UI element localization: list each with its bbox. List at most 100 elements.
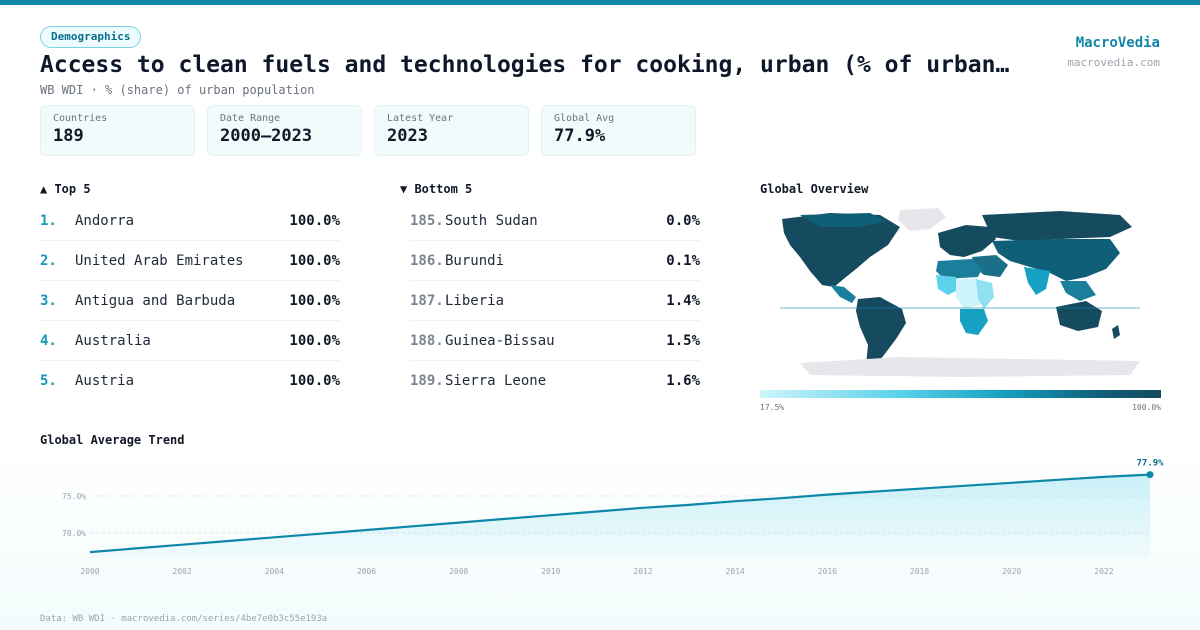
- map-region-australia: [1056, 301, 1102, 331]
- list-item[interactable]: 1. Andorra 100.0%: [40, 201, 340, 241]
- stat-value: 2023: [387, 126, 428, 146]
- map-region-east-africa: [976, 279, 994, 309]
- category-badge[interactable]: Demographics: [40, 26, 142, 48]
- x-tick-label: 2006: [357, 567, 376, 576]
- rank-number: 2.: [40, 252, 57, 269]
- x-tick-label: 2004: [265, 567, 284, 576]
- top5-heading: ▲ Top 5: [40, 182, 91, 196]
- top-accent-bar: [0, 0, 1200, 5]
- stat-label: Date Range: [220, 113, 281, 124]
- country-value: 0.0%: [666, 212, 700, 229]
- country-name: United Arab Emirates: [75, 252, 244, 269]
- stat-label: Global Avg: [554, 113, 615, 124]
- country-name: Guinea-Bissau: [445, 332, 555, 349]
- stat-value: 2000–2023: [220, 126, 313, 146]
- stat-card-global-avg: Global Avg 77.9%: [541, 105, 696, 156]
- country-value: 100.0%: [289, 373, 340, 389]
- brand-url[interactable]: macrovedia.com: [1067, 56, 1160, 69]
- stat-card-countries: Countries 189: [40, 105, 195, 156]
- legend-max-label: 100.0%: [1132, 403, 1161, 412]
- x-tick-label: 2022: [1094, 567, 1113, 576]
- list-item[interactable]: 4. Australia 100.0%: [40, 321, 340, 361]
- bottom5-list: 185. South Sudan 0.0% 186. Burundi 0.1% 187.…: [410, 201, 700, 401]
- country-value: 1.4%: [666, 292, 700, 309]
- top5-list: 1. Andorra 100.0% 2. United Arab Emirates 10…: [40, 201, 340, 401]
- trend-endpoint[interactable]: [1146, 471, 1154, 479]
- map-region-russia: [982, 211, 1132, 241]
- rank-number: 187.: [410, 292, 444, 309]
- map-region-south-asia: [1024, 267, 1050, 295]
- country-name: Burundi: [445, 252, 505, 269]
- map-region-new-zealand: [1112, 325, 1120, 339]
- list-item[interactable]: 186. Burundi 0.1%: [410, 241, 700, 281]
- x-tick-label: 2000: [80, 567, 99, 576]
- map-region-southeast-asia: [1060, 281, 1096, 301]
- map-region-middle-east: [972, 255, 1008, 277]
- country-name: Andorra: [75, 212, 135, 229]
- map-region-west-africa: [936, 275, 960, 295]
- trend-series-line: [89, 473, 1151, 554]
- stat-label: Countries: [53, 113, 108, 124]
- list-item[interactable]: 5. Austria 100.0%: [40, 361, 340, 401]
- map-region-south-america: [856, 297, 906, 367]
- y-tick-label: 70.0%: [62, 529, 86, 538]
- world-choropleth-map[interactable]: [760, 205, 1160, 385]
- trend-chart[interactable]: 70.0% 75.0% 2000 2002 2004 2006 2008 2010 2012 20…: [40, 448, 1170, 583]
- map-region-europe: [938, 225, 996, 257]
- country-value: 100.0%: [289, 292, 340, 309]
- map-region-asia: [992, 239, 1120, 281]
- bottom5-heading: ▼ Bottom 5: [400, 182, 473, 196]
- country-name: Austria: [75, 373, 135, 389]
- x-tick-label: 2008: [449, 567, 468, 576]
- country-name: Sierra Leone: [445, 373, 547, 389]
- y-tick-label: 75.0%: [62, 492, 86, 501]
- map-region-greenland: [898, 208, 946, 231]
- trend-heading: Global Average Trend: [40, 433, 185, 447]
- country-value: 100.0%: [289, 212, 340, 229]
- country-value: 1.5%: [666, 332, 700, 349]
- legend-min-label: 17.5%: [760, 403, 785, 412]
- rank-number: 186.: [410, 252, 444, 269]
- country-value: 100.0%: [289, 252, 340, 269]
- country-value: 0.1%: [666, 252, 700, 269]
- x-tick-label: 2002: [173, 567, 192, 576]
- country-name: Liberia: [445, 292, 505, 309]
- map-region-antarctica: [800, 357, 1140, 377]
- stat-label: Latest Year: [387, 113, 454, 124]
- country-name: Antigua and Barbuda: [75, 292, 236, 309]
- page-title: Access to clean fuels and technologies f…: [40, 52, 1020, 78]
- brand-logo[interactable]: MacroVedia: [1075, 35, 1160, 51]
- trend-area-fill: [90, 474, 1150, 558]
- page-subtitle: WB WDI · % (share) of urban population: [40, 83, 315, 97]
- list-item[interactable]: 3. Antigua and Barbuda 100.0%: [40, 281, 340, 321]
- x-tick-label: 2020: [1002, 567, 1021, 576]
- rank-number: 188.: [410, 332, 444, 349]
- map-region-central-america: [830, 285, 856, 303]
- footer-source: Data: WB WDI · macrovedia.com/series/4be…: [40, 614, 328, 624]
- list-item[interactable]: 189. Sierra Leone 1.6%: [410, 361, 700, 401]
- trend-end-value-label: 77.9%: [1136, 459, 1164, 469]
- list-item[interactable]: 2. United Arab Emirates 100.0%: [40, 241, 340, 281]
- map-heading: Global Overview: [760, 182, 869, 196]
- country-name: Australia: [75, 332, 151, 349]
- list-item[interactable]: 187. Liberia 1.4%: [410, 281, 700, 321]
- country-name: South Sudan: [445, 212, 538, 229]
- x-tick-label: 2016: [818, 567, 837, 576]
- rank-number: 5.: [40, 373, 57, 389]
- map-region-southern-africa: [960, 309, 988, 335]
- rank-number: 4.: [40, 332, 57, 349]
- list-item[interactable]: 188. Guinea-Bissau 1.5%: [410, 321, 700, 361]
- x-tick-label: 2018: [910, 567, 929, 576]
- x-tick-label: 2014: [726, 567, 745, 576]
- world-map-svg: [780, 208, 1140, 377]
- stat-value: 77.9%: [554, 126, 606, 146]
- x-tick-label: 2012: [633, 567, 652, 576]
- list-item[interactable]: 185. South Sudan 0.0%: [410, 201, 700, 241]
- rank-number: 3.: [40, 292, 57, 309]
- rank-number: 189.: [410, 373, 444, 389]
- map-color-legend: [760, 390, 1161, 398]
- map-region-north-africa: [936, 259, 982, 279]
- map-region-north-america: [782, 213, 900, 287]
- country-value: 100.0%: [289, 332, 340, 349]
- stat-card-date-range: Date Range 2000–2023: [207, 105, 362, 156]
